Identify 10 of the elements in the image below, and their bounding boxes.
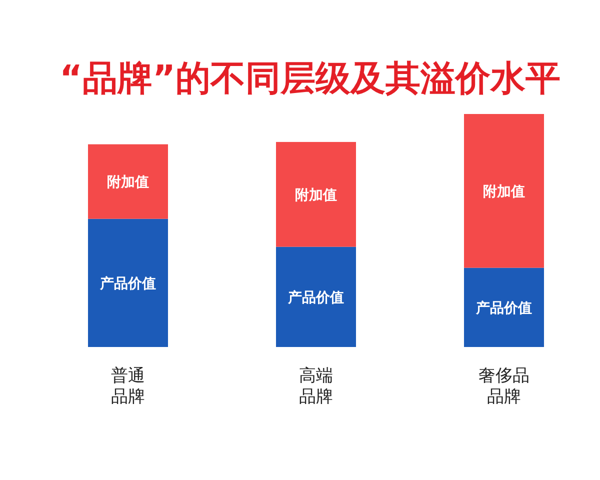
series-label: 产品价值 (476, 300, 532, 316)
category: 普通品牌 (111, 366, 145, 407)
series-label: 附加值 (107, 174, 149, 191)
title: “品牌”的不同层级及其溢价水平 (60, 59, 560, 99)
category: 高端品牌 (299, 366, 333, 407)
series-label: 产品价值 (100, 276, 156, 292)
category: 奢侈品品牌 (478, 366, 530, 407)
series-label: 产品价值 (288, 290, 344, 306)
series-label: 附加值 (483, 184, 525, 200)
series-label: 附加值 (295, 187, 337, 204)
